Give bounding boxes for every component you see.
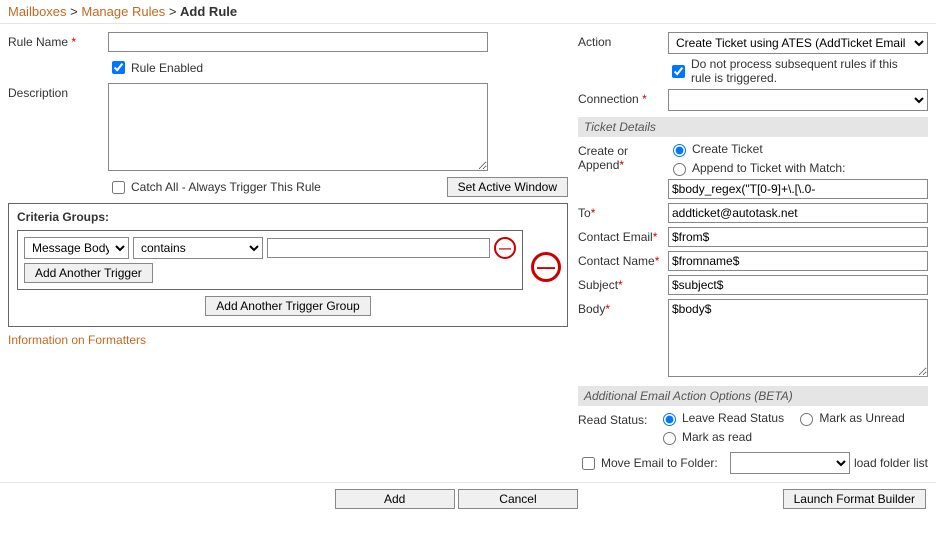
trigger-operator-select[interactable]: contains — [133, 237, 263, 259]
mark-unread-input[interactable] — [800, 413, 813, 426]
create-ticket-input[interactable] — [673, 144, 686, 157]
add-button[interactable]: Add — [335, 489, 455, 509]
append-ticket-label: Append to Ticket with Match: — [692, 161, 845, 175]
stop-processing-checkbox[interactable]: Do not process subsequent rules if this … — [668, 57, 920, 85]
move-email-folder-label: Move Email to Folder: — [601, 456, 718, 470]
description-textarea[interactable] — [108, 83, 488, 171]
action-select[interactable]: Create Ticket using ATES (AddTicket Emai… — [668, 32, 928, 54]
contact-email-input[interactable] — [668, 227, 928, 247]
description-label: Description — [8, 83, 108, 100]
append-match-input[interactable] — [668, 179, 928, 199]
to-label: To* — [578, 203, 668, 220]
information-on-formatters-link[interactable]: Information on Formatters — [8, 333, 146, 347]
load-folder-list-link[interactable]: load folder list — [854, 456, 928, 470]
set-active-window-button[interactable]: Set Active Window — [447, 177, 568, 197]
footer-bar: Add Cancel Launch Format Builder — [0, 482, 936, 515]
mark-read-radio[interactable]: Mark as read — [658, 429, 752, 445]
to-input[interactable] — [668, 203, 928, 223]
mark-unread-label: Mark as Unread — [819, 411, 904, 425]
launch-format-builder-button[interactable]: Launch Format Builder — [783, 489, 926, 509]
connection-label: Connection * — [578, 89, 668, 106]
mark-read-input[interactable] — [663, 432, 676, 445]
breadcrumb: Mailboxes > Manage Rules > Add Rule — [0, 0, 936, 24]
breadcrumb-manage-rules[interactable]: Manage Rules — [81, 4, 165, 19]
append-ticket-input[interactable] — [673, 163, 686, 176]
leave-read-status-input[interactable] — [663, 413, 676, 426]
remove-group-icon[interactable]: — — [531, 252, 561, 282]
mark-read-label: Mark as read — [682, 430, 752, 444]
breadcrumb-mailboxes[interactable]: Mailboxes — [8, 4, 67, 19]
stop-processing-label: Do not process subsequent rules if this … — [691, 57, 920, 85]
rule-enabled-input[interactable] — [112, 61, 125, 74]
subject-label: Subject* — [578, 275, 668, 292]
trigger-value-input[interactable] — [267, 238, 490, 258]
trigger-group: Message Body contains — Add Another Trig… — [17, 230, 523, 290]
read-status-label: Read Status: — [578, 410, 658, 427]
leave-read-status-label: Leave Read Status — [682, 411, 784, 425]
action-label: Action — [578, 32, 668, 49]
leave-read-status-radio[interactable]: Leave Read Status — [658, 410, 784, 426]
breadcrumb-sep: > — [70, 4, 78, 19]
catch-all-label: Catch All - Always Trigger This Rule — [131, 180, 321, 194]
rule-enabled-label: Rule Enabled — [131, 61, 203, 75]
breadcrumb-sep: > — [169, 4, 177, 19]
create-ticket-label: Create Ticket — [692, 142, 763, 156]
criteria-groups-box: Criteria Groups: Message Body contains —… — [8, 203, 568, 327]
move-email-folder-input[interactable] — [582, 457, 595, 470]
folder-select[interactable] — [730, 452, 850, 474]
trigger-field-select[interactable]: Message Body — [24, 237, 129, 259]
contact-name-label: Contact Name* — [578, 251, 668, 268]
create-ticket-radio[interactable]: Create Ticket — [668, 141, 763, 157]
add-another-trigger-group-button[interactable]: Add Another Trigger Group — [205, 296, 370, 316]
body-label: Body* — [578, 299, 668, 316]
rule-name-label: Rule Name * — [8, 32, 108, 49]
mark-unread-radio[interactable]: Mark as Unread — [795, 410, 904, 426]
remove-trigger-icon[interactable]: — — [494, 237, 516, 259]
rule-enabled-checkbox[interactable]: Rule Enabled — [108, 58, 203, 77]
subject-input[interactable] — [668, 275, 928, 295]
catch-all-checkbox[interactable]: Catch All - Always Trigger This Rule — [108, 178, 439, 197]
append-ticket-radio[interactable]: Append to Ticket with Match: — [668, 160, 845, 176]
contact-email-label: Contact Email* — [578, 227, 668, 244]
ticket-details-title: Ticket Details — [578, 117, 928, 137]
cancel-button[interactable]: Cancel — [458, 489, 578, 509]
breadcrumb-current: Add Rule — [180, 4, 237, 19]
additional-options-title: Additional Email Action Options (BETA) — [578, 386, 928, 406]
move-email-folder-checkbox[interactable]: Move Email to Folder: — [578, 454, 718, 473]
catch-all-input[interactable] — [112, 181, 125, 194]
rule-name-input[interactable] — [108, 32, 488, 52]
body-textarea[interactable]: $body$ — [668, 299, 928, 377]
add-another-trigger-button[interactable]: Add Another Trigger — [24, 263, 153, 283]
stop-processing-input[interactable] — [672, 65, 685, 78]
contact-name-input[interactable] — [668, 251, 928, 271]
criteria-groups-title: Criteria Groups: — [17, 210, 559, 224]
connection-select[interactable] — [668, 89, 928, 111]
create-append-label: Create or Append* — [578, 141, 668, 172]
